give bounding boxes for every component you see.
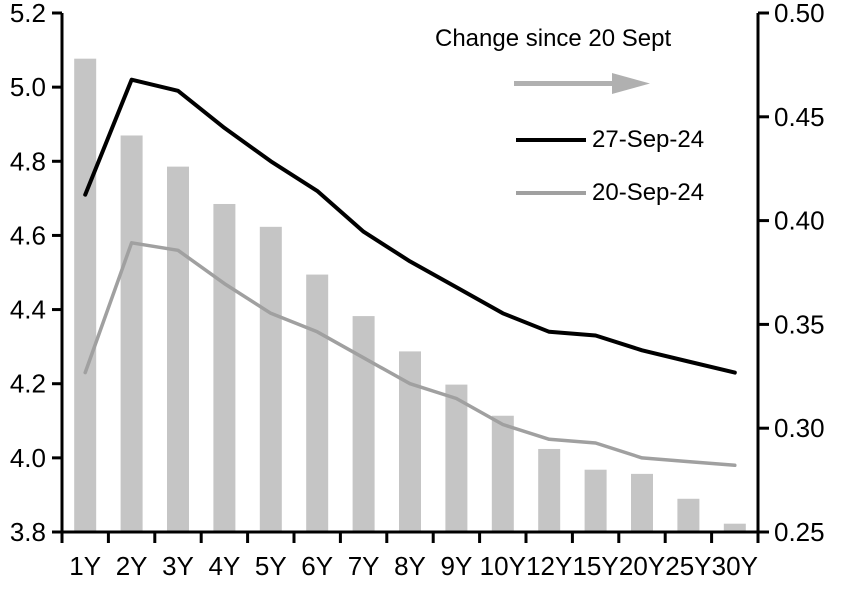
bar-change-6Y: [306, 274, 329, 532]
line-sample-27-sep-24: [516, 138, 586, 142]
arrow-head: [612, 73, 650, 94]
x-axis-label-30Y: 30Y: [712, 551, 758, 581]
left-axis-label-4.4: 4.4: [10, 295, 46, 325]
bar-change-25Y: [677, 498, 700, 532]
x-axis-label-5Y: 5Y: [255, 551, 287, 581]
left-axis-label-4.8: 4.8: [10, 146, 46, 176]
legend-title: Change since 20 Sept: [435, 25, 672, 52]
bar-change-1Y: [74, 58, 97, 533]
x-axis-label-9Y: 9Y: [440, 551, 472, 581]
x-axis-label-15Y: 15Y: [572, 551, 618, 581]
bar-change-4Y: [213, 203, 236, 532]
line-27-sep-24: [83, 77, 737, 375]
legend-label-20-sep-24: 20-Sep-24: [592, 179, 705, 206]
x-axis-label-7Y: 7Y: [348, 551, 380, 581]
left-axis-label-4.2: 4.2: [10, 369, 46, 399]
line-sample-20-sep-24: [516, 191, 586, 195]
bar-change-9Y: [445, 384, 468, 532]
bar-change-12Y: [538, 448, 561, 532]
bar-change-15Y: [584, 469, 607, 532]
bar-change-8Y: [399, 351, 421, 532]
bar-change-3Y: [167, 166, 189, 532]
legend-entry-20-sep-24: 20-Sep-24: [516, 179, 705, 206]
right-arrow-icon: [514, 73, 650, 94]
x-axis-label-2Y: 2Y: [116, 551, 148, 581]
bar-change-2Y: [120, 135, 143, 532]
bar-change-30Y: [723, 523, 746, 532]
bar-change-7Y: [352, 316, 375, 532]
bar-change-20Y: [631, 473, 653, 532]
x-axis-label-8Y: 8Y: [394, 551, 426, 581]
bar-change-10Y: [491, 415, 514, 532]
x-axis-label-20Y: 20Y: [619, 551, 665, 581]
left-axis-label-5.0: 5.0: [10, 72, 46, 102]
legend-label-27-sep-24: 27-Sep-24: [592, 126, 705, 153]
x-axis-label-25Y: 25Y: [665, 551, 711, 581]
left-axis-label-5.2: 5.2: [10, 0, 46, 28]
x-axis-label-3Y: 3Y: [162, 551, 194, 581]
bar-change-5Y: [259, 226, 282, 532]
left-axis-label-4.6: 4.6: [10, 220, 46, 250]
left-axis-label-3.8: 3.8: [10, 517, 46, 547]
right-axis-label-0.25: 0.25: [774, 517, 825, 547]
right-axis-label-0.40: 0.40: [774, 206, 825, 236]
x-axis-label-1Y: 1Y: [69, 551, 101, 581]
legend-entry-27-sep-24: 27-Sep-24: [516, 126, 705, 153]
x-axis-label-10Y: 10Y: [480, 551, 526, 581]
arrow-shaft: [514, 81, 618, 86]
x-axis-label-4Y: 4Y: [208, 551, 240, 581]
right-axis-label-0.30: 0.30: [774, 413, 825, 443]
right-axis-label-0.50: 0.50: [774, 0, 825, 28]
right-axis-label-0.35: 0.35: [774, 309, 825, 339]
x-axis-label-6Y: 6Y: [301, 551, 333, 581]
left-axis-label-4.0: 4.0: [10, 443, 46, 473]
x-axis-label-12Y: 12Y: [526, 551, 572, 581]
line-20-sep-24: [83, 241, 737, 468]
right-axis-label-0.45: 0.45: [774, 102, 825, 132]
